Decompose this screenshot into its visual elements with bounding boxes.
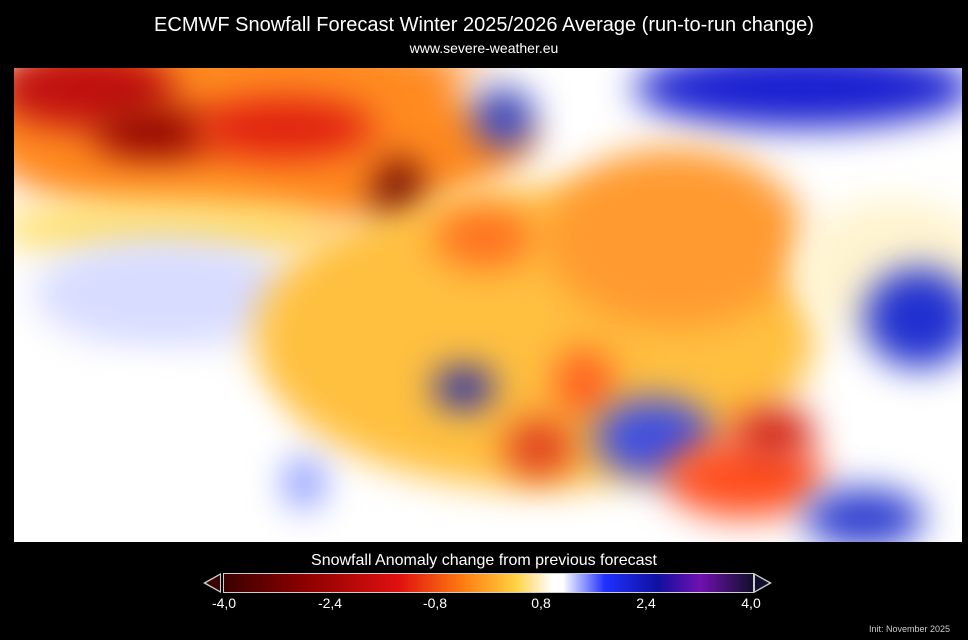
- colorbar: [223, 573, 754, 593]
- anomaly-region: [434, 368, 494, 408]
- anomaly-region: [434, 208, 534, 268]
- colorbar-tick: -2,4: [317, 595, 343, 611]
- colorbar-max-arrow: [754, 573, 772, 593]
- colorbar-tick: 2,4: [636, 595, 656, 611]
- anomaly-region: [474, 88, 534, 148]
- colorbar-title: Snowfall Anomaly change from previous fo…: [311, 552, 657, 569]
- anomaly-region: [504, 418, 574, 478]
- snowfall-anomaly-map: [14, 68, 962, 542]
- anomaly-region: [94, 108, 214, 158]
- colorbar-min-arrow: [203, 573, 221, 593]
- source-url: www.severe-weather.eu: [409, 40, 559, 56]
- colorbar-tick: -0,8: [422, 595, 448, 611]
- init-date: Init: November 2025: [868, 624, 950, 634]
- anomaly-region: [194, 98, 374, 158]
- anomaly-region: [284, 458, 324, 508]
- colorbar-tick: 4,0: [741, 595, 761, 611]
- anomaly-region: [554, 348, 614, 418]
- anomaly-region: [864, 268, 962, 368]
- anomaly-region: [804, 488, 924, 542]
- anomaly-region: [34, 238, 294, 348]
- figure-title: ECMWF Snowfall Forecast Winter 2025/2026…: [154, 14, 814, 36]
- anomaly-region: [734, 408, 814, 458]
- anomaly-region: [544, 148, 804, 328]
- colorbar-tick: -4,0: [211, 595, 237, 611]
- colorbar-tick: 0,8: [531, 595, 551, 611]
- anomaly-region: [14, 368, 274, 542]
